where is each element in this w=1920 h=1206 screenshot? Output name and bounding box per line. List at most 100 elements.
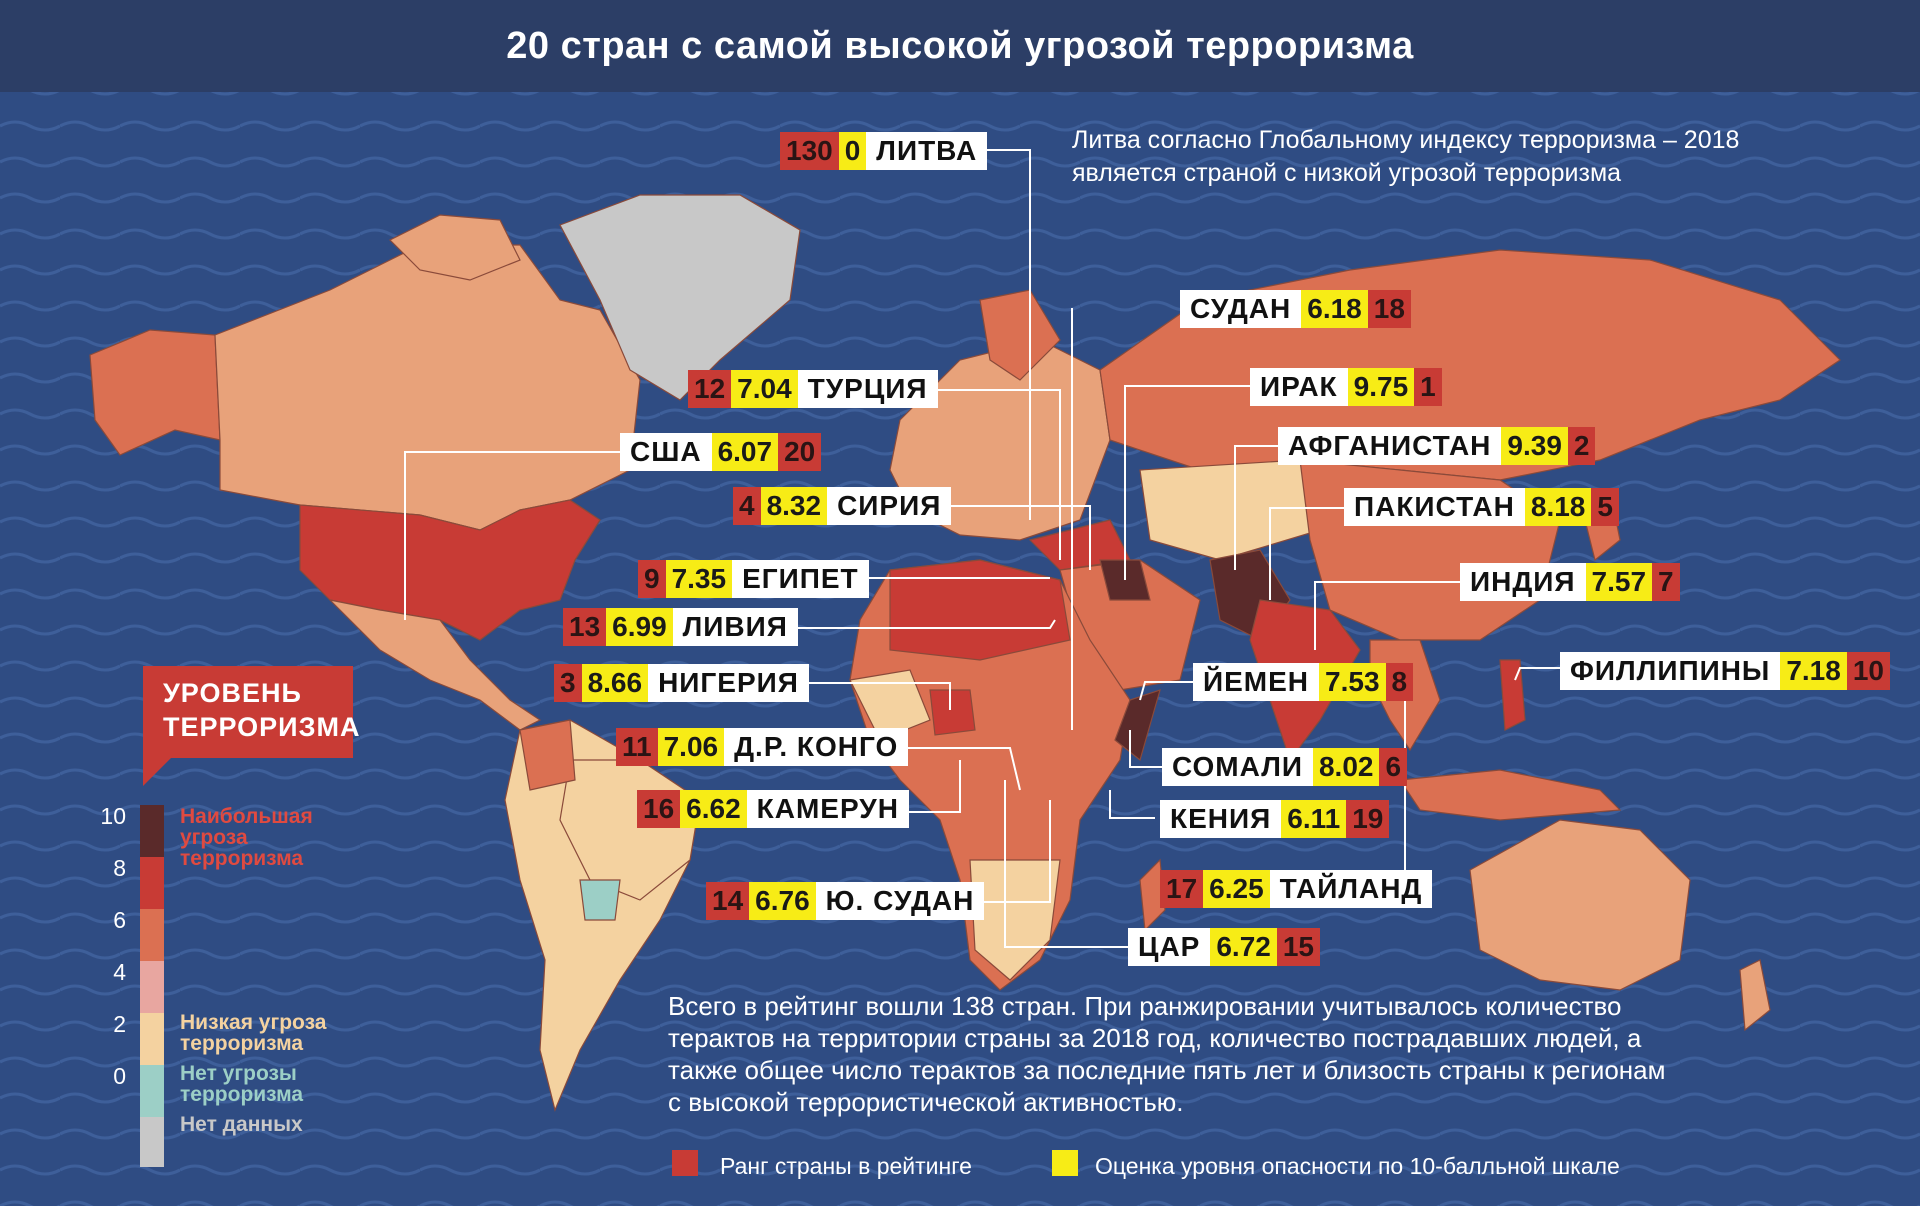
rank-libya: 13 [563, 608, 607, 646]
name-sudan: СУДАН [1190, 293, 1292, 324]
scale-bar-4 [140, 961, 164, 1013]
scale-10: 10 [100, 803, 126, 829]
world-map [0, 92, 1920, 1206]
scale-bar-nodata [140, 1117, 164, 1167]
label-afghanistan: АФГАНИСТАН 9.39 2 [1278, 427, 1596, 465]
score-cameroon: 6.62 [680, 790, 747, 828]
score-usa: 6.07 [711, 433, 779, 471]
name-cameroon: КАМЕРУН [756, 793, 899, 824]
score-lithuania: 0 [838, 132, 867, 170]
legend-none: Нет угрозы терроризма [180, 1062, 304, 1106]
scale-bar-2 [140, 1013, 164, 1065]
legend-nodata: Нет данных [180, 1113, 303, 1136]
name-south-sudan: Ю. СУДАН [825, 885, 975, 916]
methodology-note: Всего в рейтинг вошли 138 стран. При ран… [668, 991, 1666, 1117]
scale-bar-0 [140, 1065, 164, 1117]
label-india: ИНДИЯ 7.57 7 [1460, 563, 1680, 601]
score-key-label: Оценка уровня опасности по 10-балльной ш… [1095, 1153, 1620, 1179]
scandinavia-shape [979, 289, 1061, 381]
label-lithuania: 130 0 ЛИТВА [780, 132, 988, 170]
rank-lithuania: 130 [780, 132, 839, 170]
name-car: ЦАР [1138, 931, 1201, 962]
score-iraq: 9.75 [1347, 368, 1415, 406]
score-syria: 8.32 [760, 487, 828, 525]
label-libya: 13 6.99 ЛИВИЯ [563, 608, 798, 646]
somalia-shape [1114, 689, 1161, 762]
arctic-islands-shape [388, 214, 521, 281]
rank-key-label: Ранг страны в рейтинге [720, 1153, 972, 1179]
legend-title-line2: ТЕРРОРИЗМА [163, 712, 361, 742]
scale-bar-6 [140, 909, 164, 961]
score-car: 6.72 [1210, 928, 1277, 966]
score-somalia: 8.02 [1312, 748, 1380, 786]
name-iraq: ИРАК [1260, 371, 1338, 402]
southern-africa-shape [969, 859, 1061, 981]
legend-low: Низкая угроза терроризма [180, 1011, 327, 1055]
page-title: 20 стран с самой высокой угрозой террори… [0, 0, 1920, 92]
legend-title: УРОВЕНЬ ТЕРРОРИЗМА [143, 666, 361, 758]
north-africa-shape [889, 559, 1071, 661]
label-thailand: 17 6.25 ТАЙЛАНД [1160, 870, 1433, 908]
score-key-swatch [1052, 1150, 1078, 1176]
continents [89, 194, 1841, 1112]
score-yemen: 7.53 [1319, 663, 1386, 701]
score-india: 7.57 [1585, 563, 1653, 601]
label-usa: США 6.07 20 [620, 433, 822, 471]
rank-egypt: 9 [638, 560, 666, 598]
score-pakistan: 8.18 [1524, 488, 1592, 526]
rank-afghanistan: 2 [1567, 427, 1596, 465]
score-egypt: 7.35 [665, 560, 733, 598]
name-libya: ЛИВИЯ [682, 611, 788, 642]
rank-kenya: 19 [1346, 800, 1390, 838]
rank-india: 7 [1652, 563, 1680, 601]
name-somalia: СОМАЛИ [1172, 751, 1303, 782]
name-philippines: ФИЛЛИПИНЫ [1570, 655, 1771, 686]
scale-4: 4 [113, 959, 126, 985]
rank-sudan: 18 [1367, 290, 1411, 328]
new-zealand-shape [1739, 959, 1771, 1032]
score-nigeria: 8.66 [581, 664, 649, 702]
rank-turkey: 12 [688, 370, 732, 408]
label-somalia: СОМАЛИ 8.02 6 [1162, 748, 1408, 786]
legend-high: Наибольшая угроза терроризма [180, 805, 313, 870]
score-afghanistan: 9.39 [1501, 427, 1568, 465]
scale-8: 8 [113, 855, 126, 881]
score-libya: 6.99 [606, 608, 673, 646]
scale-bar-10 [140, 805, 164, 857]
australia-shape [1469, 819, 1691, 991]
rank-nigeria: 3 [554, 664, 582, 702]
label-philippines: ФИЛЛИПИНЫ 7.18 10 [1560, 652, 1890, 690]
label-syria: 4 8.32 СИРИЯ [733, 487, 952, 525]
label-kenya: КЕНИЯ 6.11 19 [1160, 800, 1390, 838]
name-nigeria: НИГЕРИЯ [658, 667, 799, 698]
label-iraq: ИРАК 9.75 1 [1250, 368, 1442, 406]
rank-thailand: 17 [1160, 870, 1204, 908]
label-nigeria: 3 8.66 НИГЕРИЯ [554, 664, 809, 702]
rank-drc: 11 [616, 728, 658, 766]
scale-6: 6 [113, 907, 126, 933]
score-philippines: 7.18 [1780, 652, 1847, 690]
nigeria-shape [929, 689, 976, 736]
madagascar-shape [1139, 858, 1166, 932]
rank-syria: 4 [733, 487, 761, 525]
label-turkey: 12 7.04 ТУРЦИЯ [688, 370, 938, 408]
rank-philippines: 10 [1846, 652, 1890, 690]
score-sudan: 6.18 [1301, 290, 1368, 328]
score-south-sudan: 6.76 [749, 882, 816, 920]
indonesia-shape [1398, 769, 1622, 821]
rank-south-sudan: 14 [706, 882, 750, 920]
rank-car: 15 [1276, 928, 1321, 966]
label-pakistan: ПАКИСТАН 8.18 5 [1344, 488, 1619, 526]
name-lithuania: ЛИТВА [876, 135, 978, 166]
name-turkey: ТУРЦИЯ [807, 373, 928, 404]
west-africa-shape [849, 669, 931, 741]
name-afghanistan: АФГАНИСТАН [1288, 430, 1492, 461]
score-drc: 7.06 [657, 728, 725, 766]
lithuania-note: Литва согласно Глобальному индексу терро… [1072, 126, 1740, 187]
mexico-shape [328, 599, 542, 731]
name-egypt: ЕГИПЕТ [742, 563, 859, 594]
rank-yemen: 8 [1385, 663, 1414, 701]
rank-iraq: 1 [1414, 368, 1442, 406]
alaska-shape [89, 329, 221, 456]
rank-cameroon: 16 [637, 790, 681, 828]
